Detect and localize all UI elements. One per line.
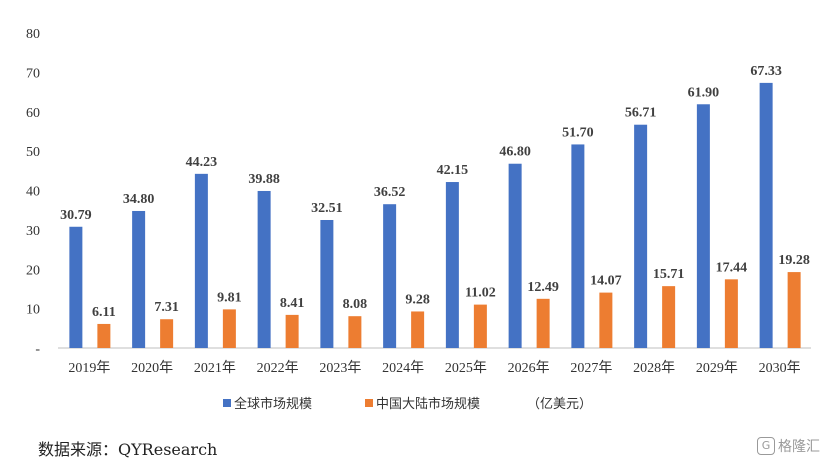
data-label-china: 19.28 [778, 253, 810, 268]
legend-swatch-china [365, 399, 373, 407]
y-tick-label: 70 [26, 66, 40, 81]
data-label-global: 30.79 [60, 208, 92, 223]
bar-global [194, 173, 208, 348]
bar-china [536, 298, 550, 348]
x-tick-label: 2023年 [319, 360, 361, 376]
bar-china [222, 309, 236, 348]
data-label-global: 39.88 [248, 172, 280, 187]
bar-global [696, 104, 710, 348]
y-tick-label: 50 [26, 145, 40, 160]
legend-label-global: 全球市场规模 [234, 396, 312, 412]
bar-chart: - 10 20 30 40 50 60 70 80 30.79 6.11 34.80 7.31 44.2… [26, 27, 811, 412]
y-tick-label: 20 [26, 263, 40, 278]
data-label-china: 11.02 [465, 286, 496, 301]
bar-global [445, 182, 459, 348]
source-note: 数据来源：QYResearch [38, 440, 218, 459]
bar-global [571, 144, 585, 348]
bar-global [257, 190, 271, 348]
bar-china [160, 319, 174, 348]
bar-global [383, 204, 397, 348]
watermark-logo-icon: G [757, 437, 775, 455]
watermark: G 格隆汇 [757, 436, 820, 456]
data-label-china: 12.49 [527, 280, 559, 295]
bar-china [97, 323, 111, 348]
data-label-global: 51.70 [562, 125, 594, 140]
x-tick-label: 2025年 [445, 360, 487, 376]
data-label-china: 15.71 [653, 267, 685, 282]
bar-china [348, 316, 362, 348]
bar-global [508, 163, 522, 348]
bar-china [724, 279, 738, 348]
data-label-global: 56.71 [625, 106, 657, 121]
bar-global [634, 124, 648, 348]
watermark-text: 格隆汇 [778, 439, 820, 455]
bar-global [320, 219, 334, 348]
x-tick-label: 2019年 [68, 360, 110, 376]
x-axis-ticks: 2019年 2020年 2021年 2022年 2023年 2024年 2025年 2026年… [68, 360, 800, 376]
data-label-china: 8.41 [280, 296, 305, 311]
data-label-china: 9.28 [405, 292, 430, 307]
bar-global [69, 226, 83, 348]
x-tick-label: 2030年 [759, 360, 801, 376]
bar-china [662, 286, 676, 348]
data-label-china: 6.11 [92, 305, 116, 320]
bar-china [599, 292, 613, 348]
bar-china [285, 314, 299, 348]
x-tick-label: 2029年 [696, 360, 738, 376]
x-tick-label: 2021年 [194, 360, 236, 376]
data-label-global: 32.51 [311, 201, 343, 216]
bar-global [132, 210, 146, 348]
bar-china [411, 311, 425, 348]
data-label-china: 17.44 [716, 260, 748, 275]
data-label-china: 9.81 [217, 290, 242, 305]
data-label-china: 8.08 [343, 297, 368, 312]
legend: 全球市场规模 中国大陆市场规模 （亿美元） [223, 396, 592, 412]
legend-unit-label: （亿美元） [527, 397, 592, 412]
x-tick-label: 2026年 [508, 360, 550, 376]
y-axis: - 10 20 30 40 50 60 70 80 [26, 27, 40, 357]
y-tick-label: 60 [26, 106, 40, 121]
bar-china [473, 304, 487, 348]
y-tick-label: 10 [26, 303, 40, 318]
x-tick-label: 2028年 [633, 360, 675, 376]
y-tick-label: - [35, 342, 40, 357]
bar-global [759, 82, 773, 348]
x-tick-label: 2022年 [257, 360, 299, 376]
data-label-global: 42.15 [437, 163, 469, 178]
y-tick-label: 80 [26, 27, 40, 42]
legend-swatch-global [223, 399, 231, 407]
x-tick-label: 2024年 [382, 360, 424, 376]
data-label-china: 14.07 [590, 274, 622, 289]
data-label-global: 44.23 [186, 155, 218, 170]
y-tick-label: 30 [26, 224, 40, 239]
data-label-global: 46.80 [499, 145, 531, 160]
x-tick-label: 2020年 [131, 360, 173, 376]
bar-china [787, 272, 801, 348]
data-label-global: 61.90 [688, 85, 720, 100]
data-label-global: 34.80 [123, 192, 155, 207]
data-label-global: 67.33 [750, 64, 782, 79]
bars: 30.79 6.11 34.80 7.31 44.23 9.81 39.88 8.41 32.5… [60, 64, 810, 348]
data-label-china: 7.31 [154, 300, 179, 315]
y-tick-label: 40 [26, 185, 40, 200]
data-label-global: 36.52 [374, 185, 406, 200]
x-tick-label: 2027年 [570, 360, 612, 376]
legend-label-china: 中国大陆市场规模 [376, 396, 480, 412]
